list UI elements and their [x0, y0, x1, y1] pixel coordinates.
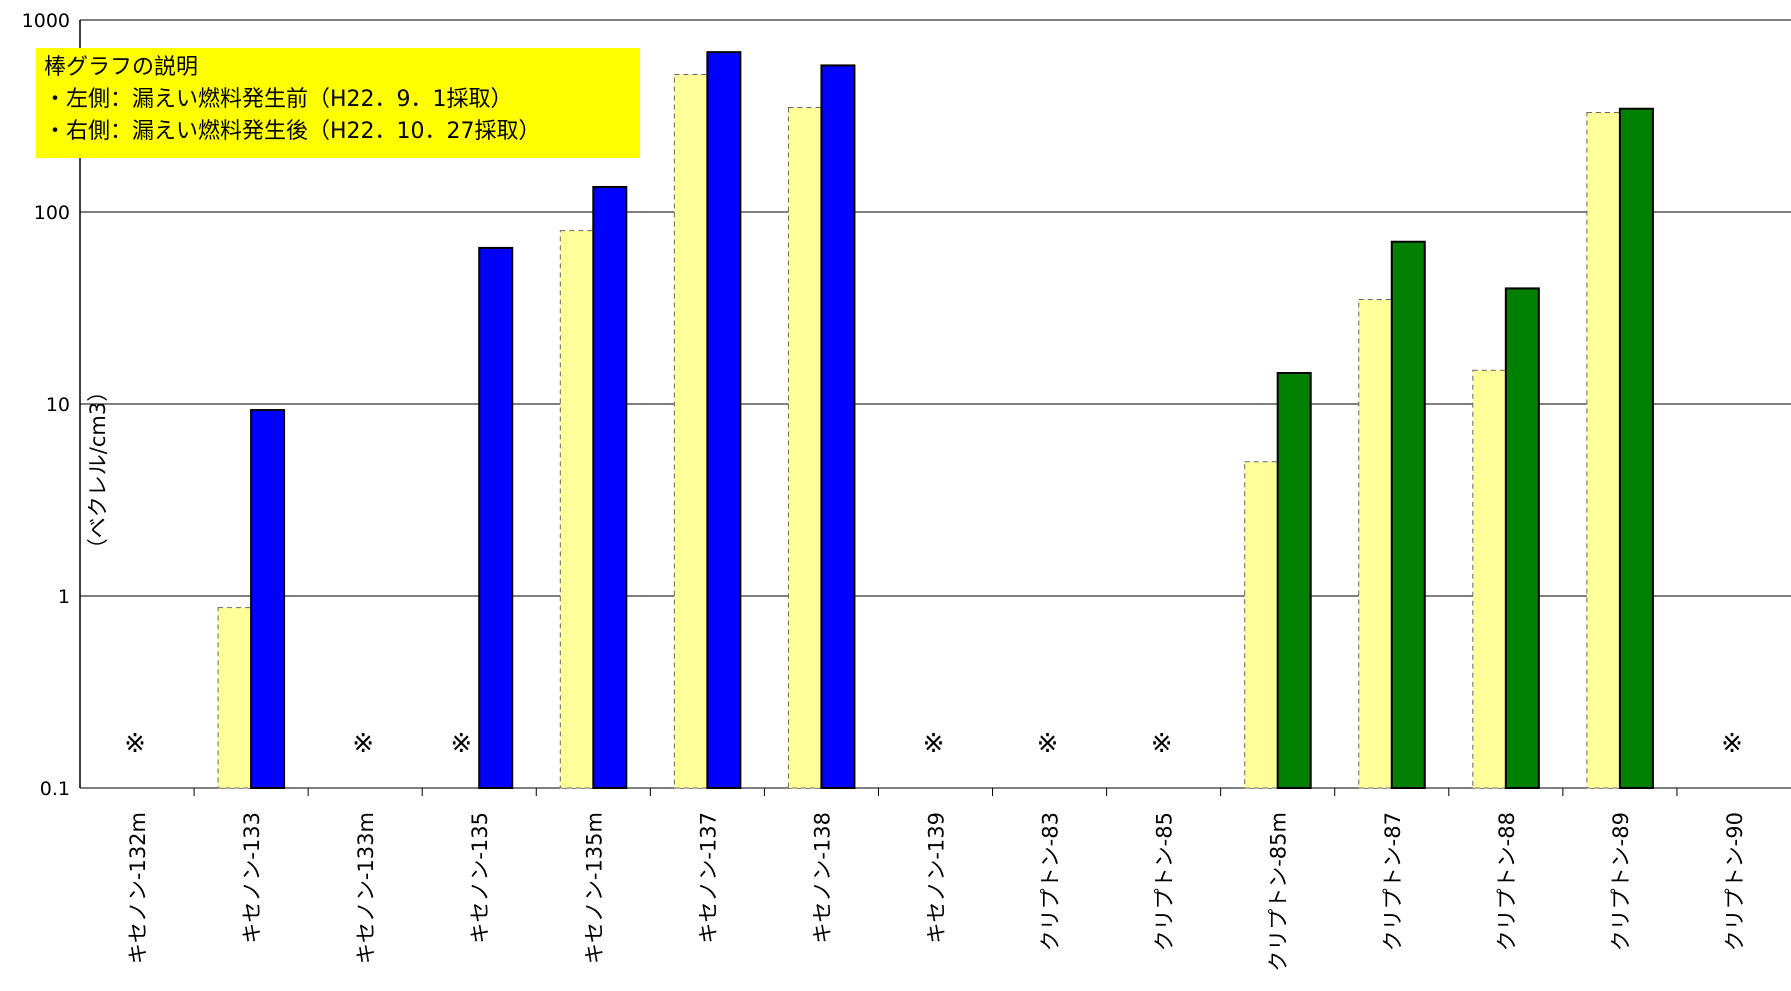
x-tick-label: キセノン-133 — [240, 812, 264, 944]
x-tick-label: キセノン-138 — [810, 812, 834, 944]
y-tick-label: 0.1 — [40, 778, 70, 800]
bars: ※ ※ ※ ※ ※ ※ ※ — [124, 51, 1743, 790]
legend-line-after: ・右側：漏えい燃料発生後（H22．10．27採取） — [44, 119, 541, 144]
bar-after — [1276, 372, 1312, 789]
bar-before — [1358, 299, 1393, 789]
bar-after — [820, 64, 856, 790]
bar-after — [592, 185, 628, 790]
bar-before — [1472, 369, 1507, 789]
x-tick-label: キセノン-139 — [925, 812, 949, 944]
not-detected-marker: ※ — [124, 729, 146, 759]
bar-before — [559, 230, 594, 789]
x-tick-label: クリプトン-85 — [1153, 812, 1177, 951]
not-detected-marker: ※ — [450, 729, 472, 759]
x-tick-label: キセノン-135m — [582, 812, 606, 964]
bar-before — [1244, 461, 1279, 789]
bar-after — [706, 51, 742, 790]
bar-after — [1390, 240, 1426, 790]
x-tick-label: キセノン-137 — [696, 812, 720, 944]
x-tick-label: クリプトン-87 — [1381, 812, 1405, 951]
not-detected-marker: ※ — [1037, 729, 1059, 759]
legend-title: 棒グラフの説明 — [44, 55, 199, 80]
bar-after — [1618, 107, 1654, 790]
not-detected-marker: ※ — [1721, 729, 1743, 759]
x-tick-label: クリプトン-85m — [1267, 812, 1291, 972]
bar-after — [1504, 287, 1540, 789]
y-axis-label: （ベクレル/cm3） — [86, 380, 111, 560]
y-tick-label: 100 — [34, 202, 70, 224]
not-detected-marker: ※ — [352, 729, 374, 759]
x-tick-label: クリプトン-90 — [1723, 812, 1747, 951]
bar-after — [250, 409, 286, 789]
x-tick-label: キセノン-133m — [354, 812, 378, 964]
legend-box: 棒グラフの説明 ・左側：漏えい燃料発生前（H22．9．1採取） ・右側：漏えい燃… — [36, 48, 640, 158]
legend-line-before: ・左側：漏えい燃料発生前（H22．9．1採取） — [44, 87, 513, 112]
x-tick-label: クリプトン-83 — [1039, 812, 1063, 951]
not-detected-marker: ※ — [923, 729, 945, 759]
bar-after — [478, 246, 514, 789]
bar-before — [1586, 111, 1621, 789]
y-tick-label: 10 — [46, 394, 70, 416]
y-tick-label: 1 — [58, 586, 70, 608]
bar-before — [673, 74, 708, 789]
y-tick-label: 1000 — [22, 10, 70, 32]
x-tick-label: キセノン-135 — [468, 812, 492, 944]
y-tick-labels: 0.1 1 10 100 1000 — [22, 10, 70, 800]
bar-before — [787, 107, 822, 789]
x-tick-label: クリプトン-89 — [1609, 812, 1633, 951]
not-detected-marker: ※ — [1151, 729, 1173, 759]
x-tick-label: キセノン-132m — [126, 812, 150, 964]
x-tick-labels: キセノン-132m キセノン-133 キセノン-133m キセノン-135 キセノン-1… — [126, 812, 1747, 972]
x-tick-label: クリプトン-88 — [1495, 812, 1519, 951]
bar-before — [217, 607, 252, 789]
